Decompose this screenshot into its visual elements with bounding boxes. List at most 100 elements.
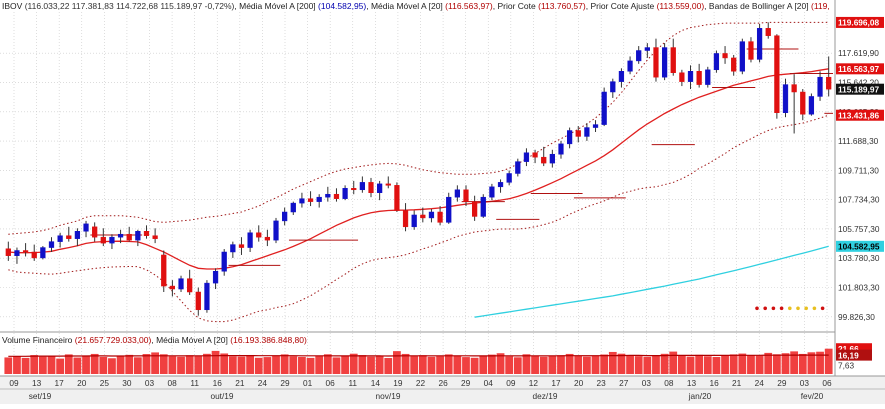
candle-body [273,220,279,241]
volume-bar [513,357,522,374]
volume-bar [798,353,807,374]
candle [515,158,521,177]
price-marker-label: 119.696,08 [838,18,879,28]
candle [22,243,29,257]
volume-bar [47,355,56,374]
candle [705,66,711,88]
signal-dot [812,306,817,311]
volume-bar [738,353,747,374]
candle-body [316,196,322,202]
candle [316,194,322,208]
volume-bar [116,355,125,374]
signal-dot [820,306,825,311]
volume-bar [82,355,90,374]
candle [696,63,702,88]
volume-bar [462,357,470,374]
volume-bar [263,357,272,374]
x-tick-label: 16 [709,378,719,388]
x-tick-label: 03 [642,378,652,388]
volume-bar [410,356,419,374]
legend-prior-label: Prior Cote [497,1,536,11]
candle [57,232,63,248]
candle [152,228,158,244]
price-tick-label: 103.780,30 [838,253,880,263]
x-tick-label: 09 [9,378,19,388]
candle [610,78,616,98]
candle-body [178,278,184,290]
candle [411,210,417,230]
volume-bar [298,356,306,374]
candle-body [307,198,314,202]
volume-bar [729,354,738,374]
candle [161,250,167,292]
volume-bar [591,355,600,374]
candle-body [161,254,167,287]
candle-body [92,226,98,238]
x-tick-label: 11 [190,378,199,388]
bollinger-lower-band [8,114,829,323]
x-tick-label: 21 [235,378,245,388]
candle [394,182,400,212]
volume-bar [142,354,151,374]
volume-bar [272,355,280,374]
candle-body [40,247,46,259]
candle-body [437,211,443,223]
ma200-line [474,245,829,318]
candle [584,123,590,141]
volume-bar [393,351,401,374]
volume-bar [203,353,211,374]
x-tick-label: 03 [800,378,810,388]
legend-prior-adj-label: Prior Cote Ajuste [590,1,655,11]
candle-body [100,236,106,244]
legend-bollinger-label: Bandas de Bollinger A [20] [708,1,809,11]
candle [731,54,737,76]
candle-body [584,127,590,137]
volume-bar [781,353,790,374]
x-tick-label: 24 [258,378,268,388]
candle [463,185,469,207]
legend-prior-adj-value: (113.559,00) [656,1,705,11]
volume-bar [816,351,824,374]
month-label: jan/20 [688,391,712,401]
candle [325,186,331,202]
volume-legend: Volume Financeiro (21.657.729.033,00), M… [2,335,307,345]
candle [333,188,340,202]
volume-bar [531,355,539,374]
volume-bar [617,353,626,374]
volume-bar [444,354,453,374]
volume-bar [254,357,263,374]
candle-body [230,244,236,253]
price-marker-box [836,16,884,28]
candle [368,177,374,198]
volume-bar [418,355,427,374]
x-tick-label: 06 [326,378,336,388]
candle-body [610,81,616,93]
candle-body [31,251,37,259]
candle [247,229,253,252]
volume-axis-label: 16,19 [838,350,859,360]
candle-body [808,96,815,115]
candle-body [204,282,210,311]
candle [385,176,391,189]
volume-bar [220,353,229,374]
signal-dot [763,306,767,311]
volume-bar [539,356,548,374]
candle-body [756,28,763,60]
volume-bar [4,357,13,374]
volume-bar [522,354,531,374]
candle-body [256,232,262,238]
price-marker-label: 104.582,95 [838,242,880,252]
candle-body [687,71,694,82]
candle [299,192,305,208]
legend-ohlc: (116.033,22 117.381,83 114.722,68 115.18… [24,1,235,11]
candle-body [57,235,63,242]
x-tick-label: 25 [100,378,110,388]
volume-bar [695,354,704,374]
volume-ma-value: (16.193.386.848,80) [230,335,307,345]
candle [5,241,11,261]
candle-body [377,183,383,193]
candle [756,23,763,63]
candle [92,222,98,242]
candle-body [618,71,625,82]
